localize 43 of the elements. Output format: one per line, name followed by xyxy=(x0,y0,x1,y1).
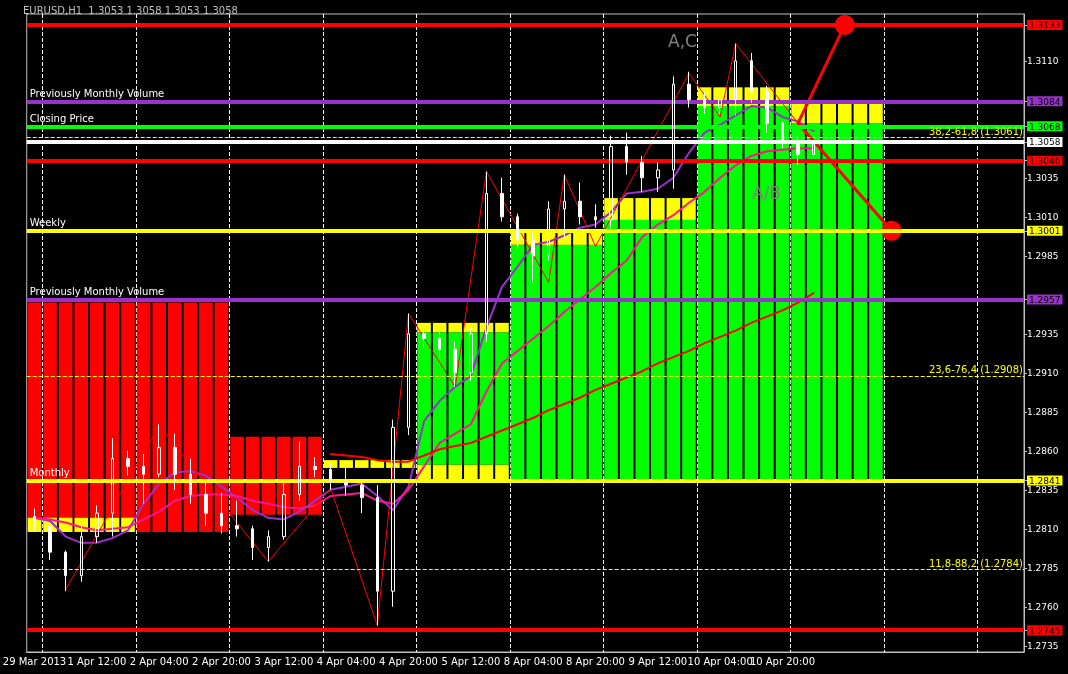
y-tick-label: 1.3110 xyxy=(1027,55,1059,66)
x-tick-label: 8 Apr 20:00 xyxy=(566,655,625,667)
y-tick-label: 1.3046 xyxy=(1029,156,1061,167)
ref-line-label: Weekly xyxy=(29,217,66,229)
y-tick-label: 1.3068 xyxy=(1029,121,1061,132)
y-tick-label: 1.2785 xyxy=(1027,562,1059,573)
y-tick-label: 1.3133 xyxy=(1029,20,1061,31)
ref-line-label: Previously Monthly Volume xyxy=(29,87,165,99)
y-tick-label: 1.2985 xyxy=(1027,250,1059,261)
y-tick-label: 1.2957 xyxy=(1029,294,1061,305)
x-tick-label: 4 Apr 20:00 xyxy=(379,655,438,667)
y-tick-label: 1.2745 xyxy=(1029,625,1061,636)
y-tick-label: 1.3058 xyxy=(1029,137,1061,148)
y-tick-label: 1.2841 xyxy=(1029,475,1061,486)
x-tick-label: 8 Apr 04:00 xyxy=(503,655,563,667)
y-tick-label: 1.2910 xyxy=(1027,367,1059,378)
x-tick-label: 29 Mar 2013 xyxy=(2,655,67,667)
x-tick-label: 5 Apr 12:00 xyxy=(441,655,501,667)
x-tick-label: 9 Apr 12:00 xyxy=(628,655,688,667)
chart-title: EURUSD,H1 1.3053 1.3058 1.3053 1.3058 xyxy=(23,4,238,16)
y-tick-label: 1.2735 xyxy=(1027,640,1059,651)
y-tick-label: 1.2885 xyxy=(1027,406,1059,417)
y-tick-label: 1.2810 xyxy=(1027,523,1059,534)
annotation: A,C xyxy=(668,30,697,51)
y-tick-label: 1.3001 xyxy=(1029,226,1061,237)
y-tick-label: 1.3084 xyxy=(1029,96,1061,107)
ref-line-label: Closing Price xyxy=(29,112,94,124)
x-tick-label: 4 Apr 04:00 xyxy=(316,655,376,667)
ref-line-label: 23,6-76,4 (1.2908) xyxy=(928,364,1024,376)
ref-line-label: 38,2-61,8 (1.3061) xyxy=(928,125,1024,137)
y-tick-label: 1.2935 xyxy=(1027,328,1059,339)
ref-line-label: Previously Monthly Volume xyxy=(29,285,165,297)
y-tick-label: 1.2860 xyxy=(1027,445,1059,456)
x-tick-label: 2 Apr 04:00 xyxy=(129,655,189,667)
y-tick-label: 1.2835 xyxy=(1027,484,1059,495)
x-tick-label: 1 Apr 12:00 xyxy=(67,655,127,667)
ref-line-label: 11,8-88,2 (1.2784) xyxy=(928,557,1024,569)
y-tick-label: 1.3035 xyxy=(1027,172,1059,183)
x-tick-label: 10 Apr 04:00 xyxy=(687,655,753,667)
y-tick-label: 1.2760 xyxy=(1027,601,1059,612)
x-tick-label: 2 Apr 20:00 xyxy=(192,655,251,667)
x-tick-label: 3 Apr 12:00 xyxy=(254,655,314,667)
y-tick-label: 1.3010 xyxy=(1027,211,1059,222)
